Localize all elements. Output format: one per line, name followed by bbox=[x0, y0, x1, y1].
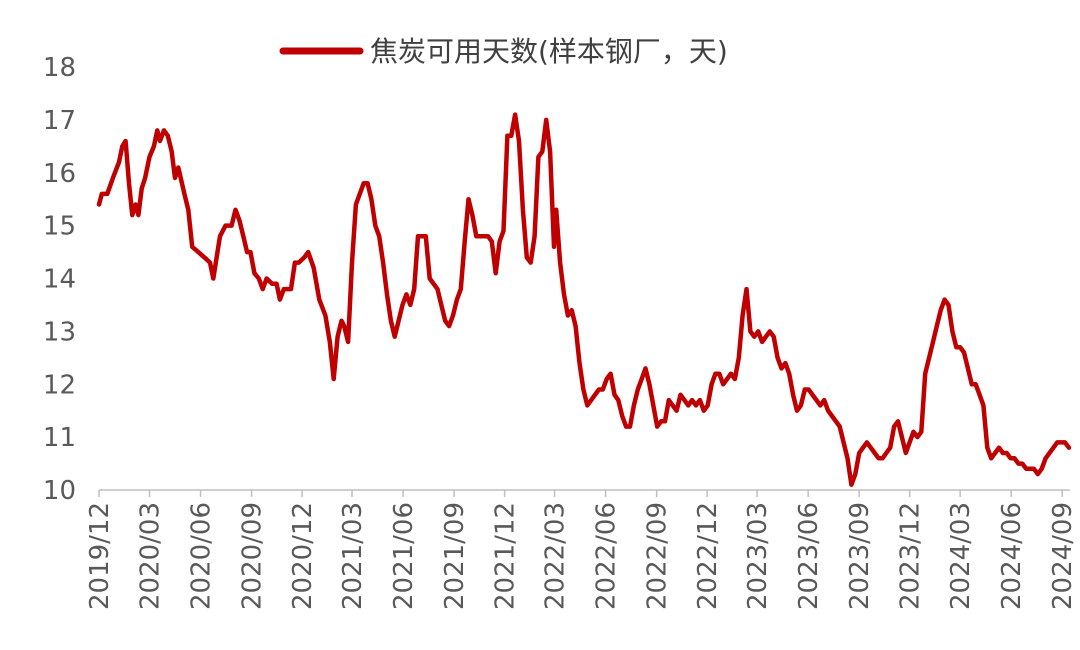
y-tick-label: 15 bbox=[43, 212, 76, 242]
x-tick-label: 2024/03 bbox=[946, 502, 976, 610]
y-tick-label: 13 bbox=[43, 317, 76, 347]
x-tick-label: 2023/06 bbox=[794, 502, 824, 610]
x-axis: 2019/12 2020/03 2020/06 2020/09 2020/12 2021/… bbox=[85, 489, 1078, 610]
x-tick-label: 2021/12 bbox=[491, 502, 521, 610]
series-line bbox=[96, 112, 1072, 487]
y-axis: 10 11 12 13 14 15 16 17 18 bbox=[43, 53, 76, 506]
x-tick-label: 2021/09 bbox=[440, 502, 470, 610]
y-tick-label: 17 bbox=[43, 106, 76, 136]
y-tick-label: 10 bbox=[43, 476, 76, 506]
y-tick-label: 12 bbox=[43, 370, 76, 400]
x-tick-label: 2022/06 bbox=[592, 502, 622, 610]
x-tick-label: 2019/12 bbox=[85, 502, 115, 610]
x-tick-label: 2024/09 bbox=[1048, 502, 1078, 610]
y-tick-label: 16 bbox=[43, 159, 76, 189]
legend: 焦炭可用天数(样本钢厂，天) bbox=[279, 35, 728, 68]
x-tick-label: 2020/09 bbox=[238, 502, 268, 610]
y-tick-label: 14 bbox=[43, 265, 76, 295]
x-tick-label: 2020/06 bbox=[187, 502, 217, 610]
x-tick-label: 2022/12 bbox=[693, 502, 723, 610]
x-tick-label: 2021/03 bbox=[338, 502, 368, 610]
x-tick-label: 2020/12 bbox=[288, 502, 318, 610]
x-tick-label: 2024/06 bbox=[997, 502, 1027, 610]
x-tick-label: 2022/09 bbox=[643, 502, 673, 610]
x-tick-label: 2023/09 bbox=[845, 502, 875, 610]
x-tick-label: 2022/03 bbox=[541, 502, 571, 610]
legend-label: 焦炭可用天数(样本钢厂，天) bbox=[370, 35, 728, 68]
x-tick-label: 2023/12 bbox=[896, 502, 926, 610]
plot-area bbox=[96, 112, 1072, 487]
x-tick-label: 2023/03 bbox=[743, 502, 773, 610]
y-tick-label: 18 bbox=[43, 53, 76, 83]
x-tick-label: 2020/03 bbox=[135, 502, 165, 610]
y-tick-label: 11 bbox=[43, 423, 76, 453]
x-tick-label: 2021/06 bbox=[389, 502, 419, 610]
